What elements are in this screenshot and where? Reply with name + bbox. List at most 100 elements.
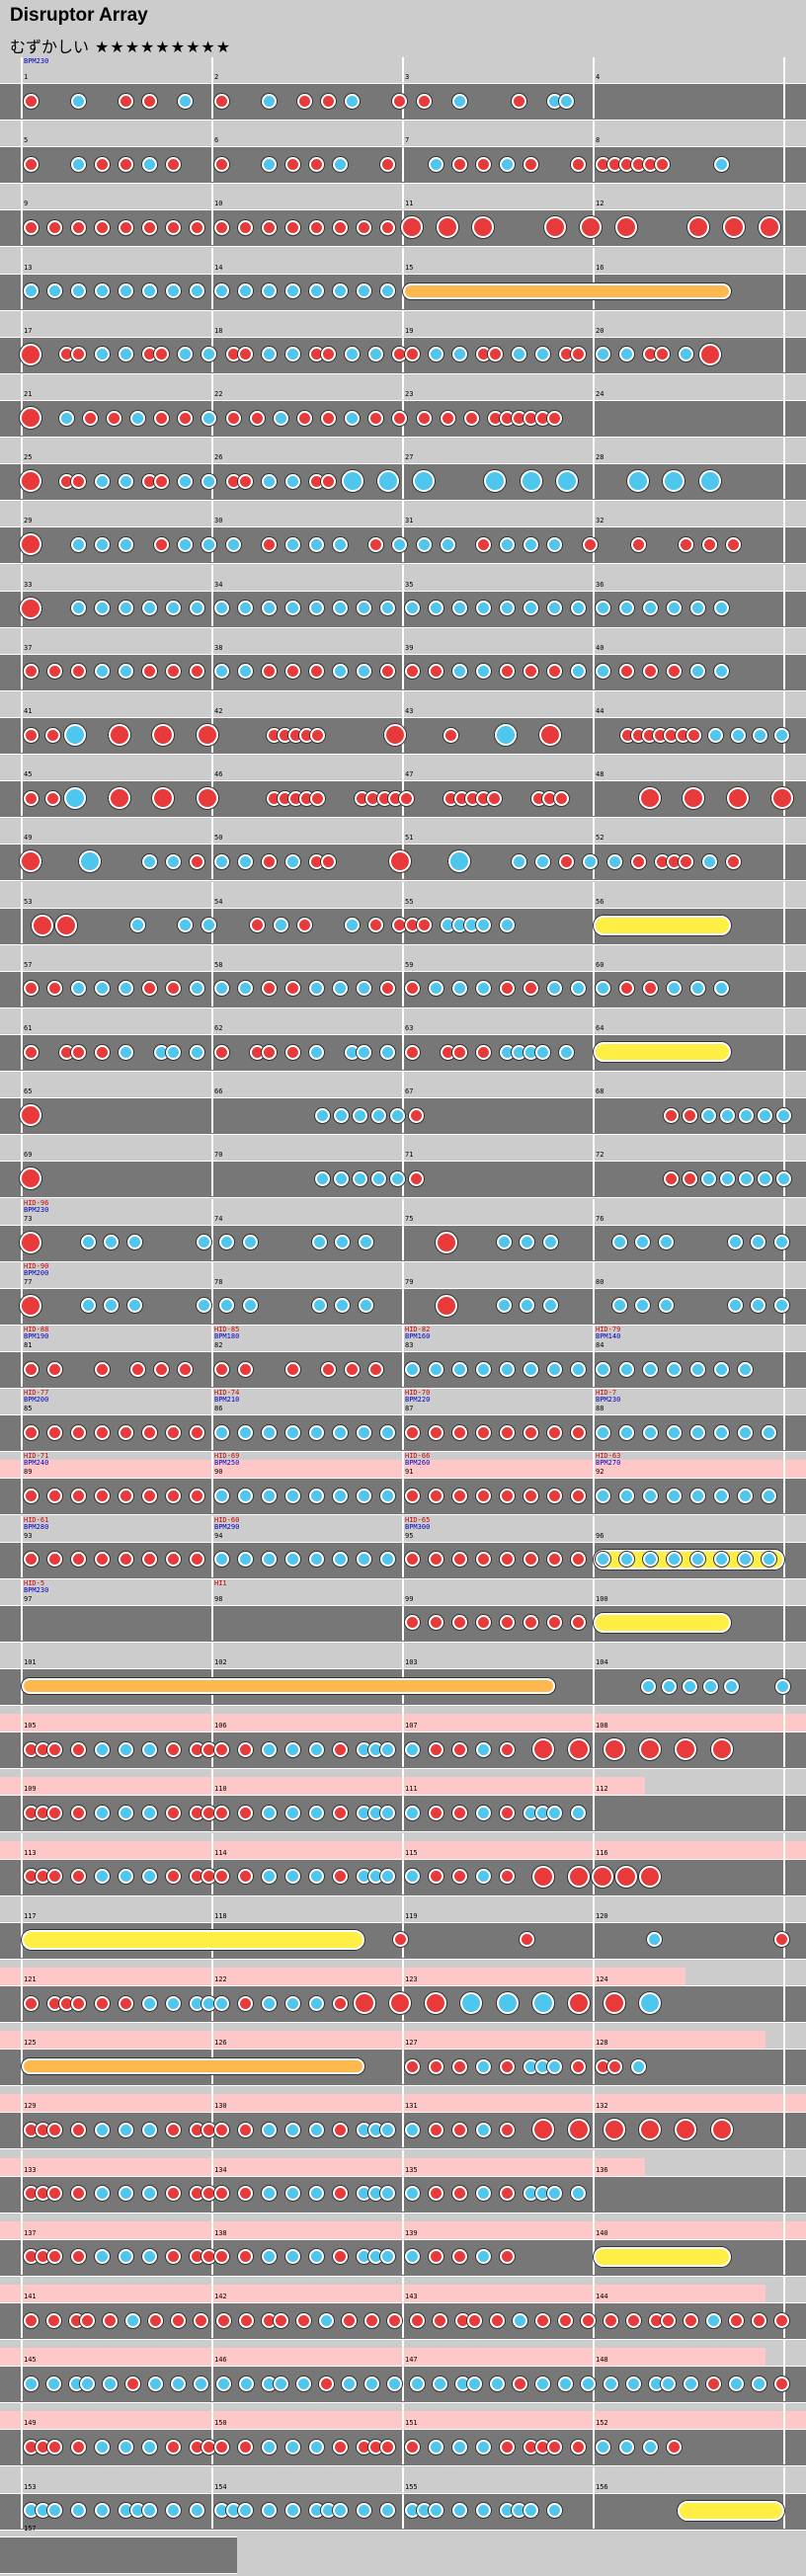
ka-note (202, 918, 217, 933)
big-don-note (55, 914, 78, 936)
ka-note (119, 536, 133, 552)
ka-note (500, 156, 515, 172)
ka-note (762, 1552, 777, 1568)
don-note (357, 219, 372, 235)
don-note (321, 410, 337, 426)
ka-note (148, 2375, 164, 2391)
big-don-note (437, 216, 459, 239)
ka-note (702, 853, 718, 869)
ka-note (700, 1107, 716, 1123)
chart-row: 45 46 47 48 (0, 755, 806, 819)
bar-line (593, 944, 595, 1006)
don-note (94, 1361, 110, 1377)
chart-row: 1 2 3 4 BPM230 (0, 57, 806, 121)
don-note (166, 1805, 182, 1820)
bar-line (211, 2277, 213, 2338)
don-note (237, 2439, 253, 2455)
measure-number: 55 (405, 897, 414, 906)
don-note (416, 93, 432, 109)
don-note (261, 664, 277, 680)
ka-note (94, 2122, 110, 2137)
don-note (398, 790, 414, 806)
ka-note (571, 601, 587, 616)
bar-line (402, 2086, 404, 2148)
big-don-note (592, 1865, 613, 1888)
measure-number: 142 (214, 2293, 227, 2300)
measure-number: 108 (596, 1722, 608, 1731)
bar-line (402, 1643, 404, 1704)
ka-note (364, 2375, 380, 2391)
don-note (106, 410, 121, 426)
bar-line (402, 564, 404, 626)
measure-number: 44 (596, 707, 604, 715)
don-note (428, 1424, 443, 1440)
ka-note (213, 283, 229, 299)
bar-line (402, 1578, 404, 1641)
don-note (166, 1552, 182, 1568)
don-note (94, 1995, 110, 2011)
ka-note (475, 1741, 491, 1757)
don-note (82, 410, 98, 426)
ka-note (314, 1170, 330, 1186)
ka-note (475, 2439, 491, 2455)
don-note (654, 347, 670, 362)
don-note (443, 727, 458, 743)
ka-note (166, 1995, 182, 2011)
ka-note (58, 410, 74, 426)
measure-number: 5 (24, 136, 29, 145)
ka-note (345, 347, 361, 362)
ka-note (261, 2503, 277, 2519)
ka-note (142, 1995, 158, 2011)
measure-number: 32 (596, 517, 604, 525)
don-note (440, 410, 455, 426)
measure-number: 106 (214, 1722, 227, 1731)
ka-note (357, 2503, 372, 2519)
ka-note (196, 1298, 211, 1314)
measure-number: 104 (596, 1658, 608, 1666)
ka-note (428, 601, 443, 616)
don-note (702, 536, 718, 552)
don-note (642, 981, 658, 997)
big-don-note (675, 1738, 697, 1761)
don-note (142, 1488, 158, 1503)
bar-line (21, 818, 23, 880)
bar-line (21, 310, 23, 372)
don-note (682, 1107, 697, 1123)
bar-line (783, 1769, 785, 1831)
ka-note (512, 2312, 527, 2328)
don-note (463, 410, 479, 426)
don-note (213, 2186, 229, 2202)
ka-note (630, 2058, 646, 2074)
ka-note (404, 2249, 420, 2265)
ka-note (723, 1678, 739, 1694)
bar-line (593, 2086, 595, 2148)
bar-line (21, 121, 23, 183)
measure-number: 146 (214, 2356, 227, 2365)
ka-note (642, 1488, 658, 1503)
hidden-tag: HID-63 (596, 1452, 621, 1461)
bar-line (783, 881, 785, 943)
ka-note (595, 601, 610, 616)
ka-note (284, 1488, 300, 1503)
don-note (410, 2312, 426, 2328)
ka-note (261, 2249, 277, 2265)
ka-note (618, 347, 634, 362)
don-note (296, 918, 312, 933)
bar-line (402, 627, 404, 689)
don-note (380, 664, 396, 680)
don-note (46, 1424, 62, 1440)
ka-note (380, 1488, 396, 1503)
ka-note (125, 2312, 141, 2328)
measure-number: 131 (405, 2102, 418, 2111)
ka-note (94, 2503, 110, 2519)
ka-note (213, 1552, 229, 1568)
don-note (70, 1869, 86, 1885)
ka-note (335, 1298, 351, 1314)
don-note (475, 1424, 491, 1440)
bar-line (783, 1326, 785, 1387)
ka-note (380, 1741, 396, 1757)
bar-line (211, 501, 213, 563)
ka-note (94, 473, 110, 489)
measure-number: 147 (405, 2356, 418, 2365)
measure-number: 19 (405, 326, 414, 335)
